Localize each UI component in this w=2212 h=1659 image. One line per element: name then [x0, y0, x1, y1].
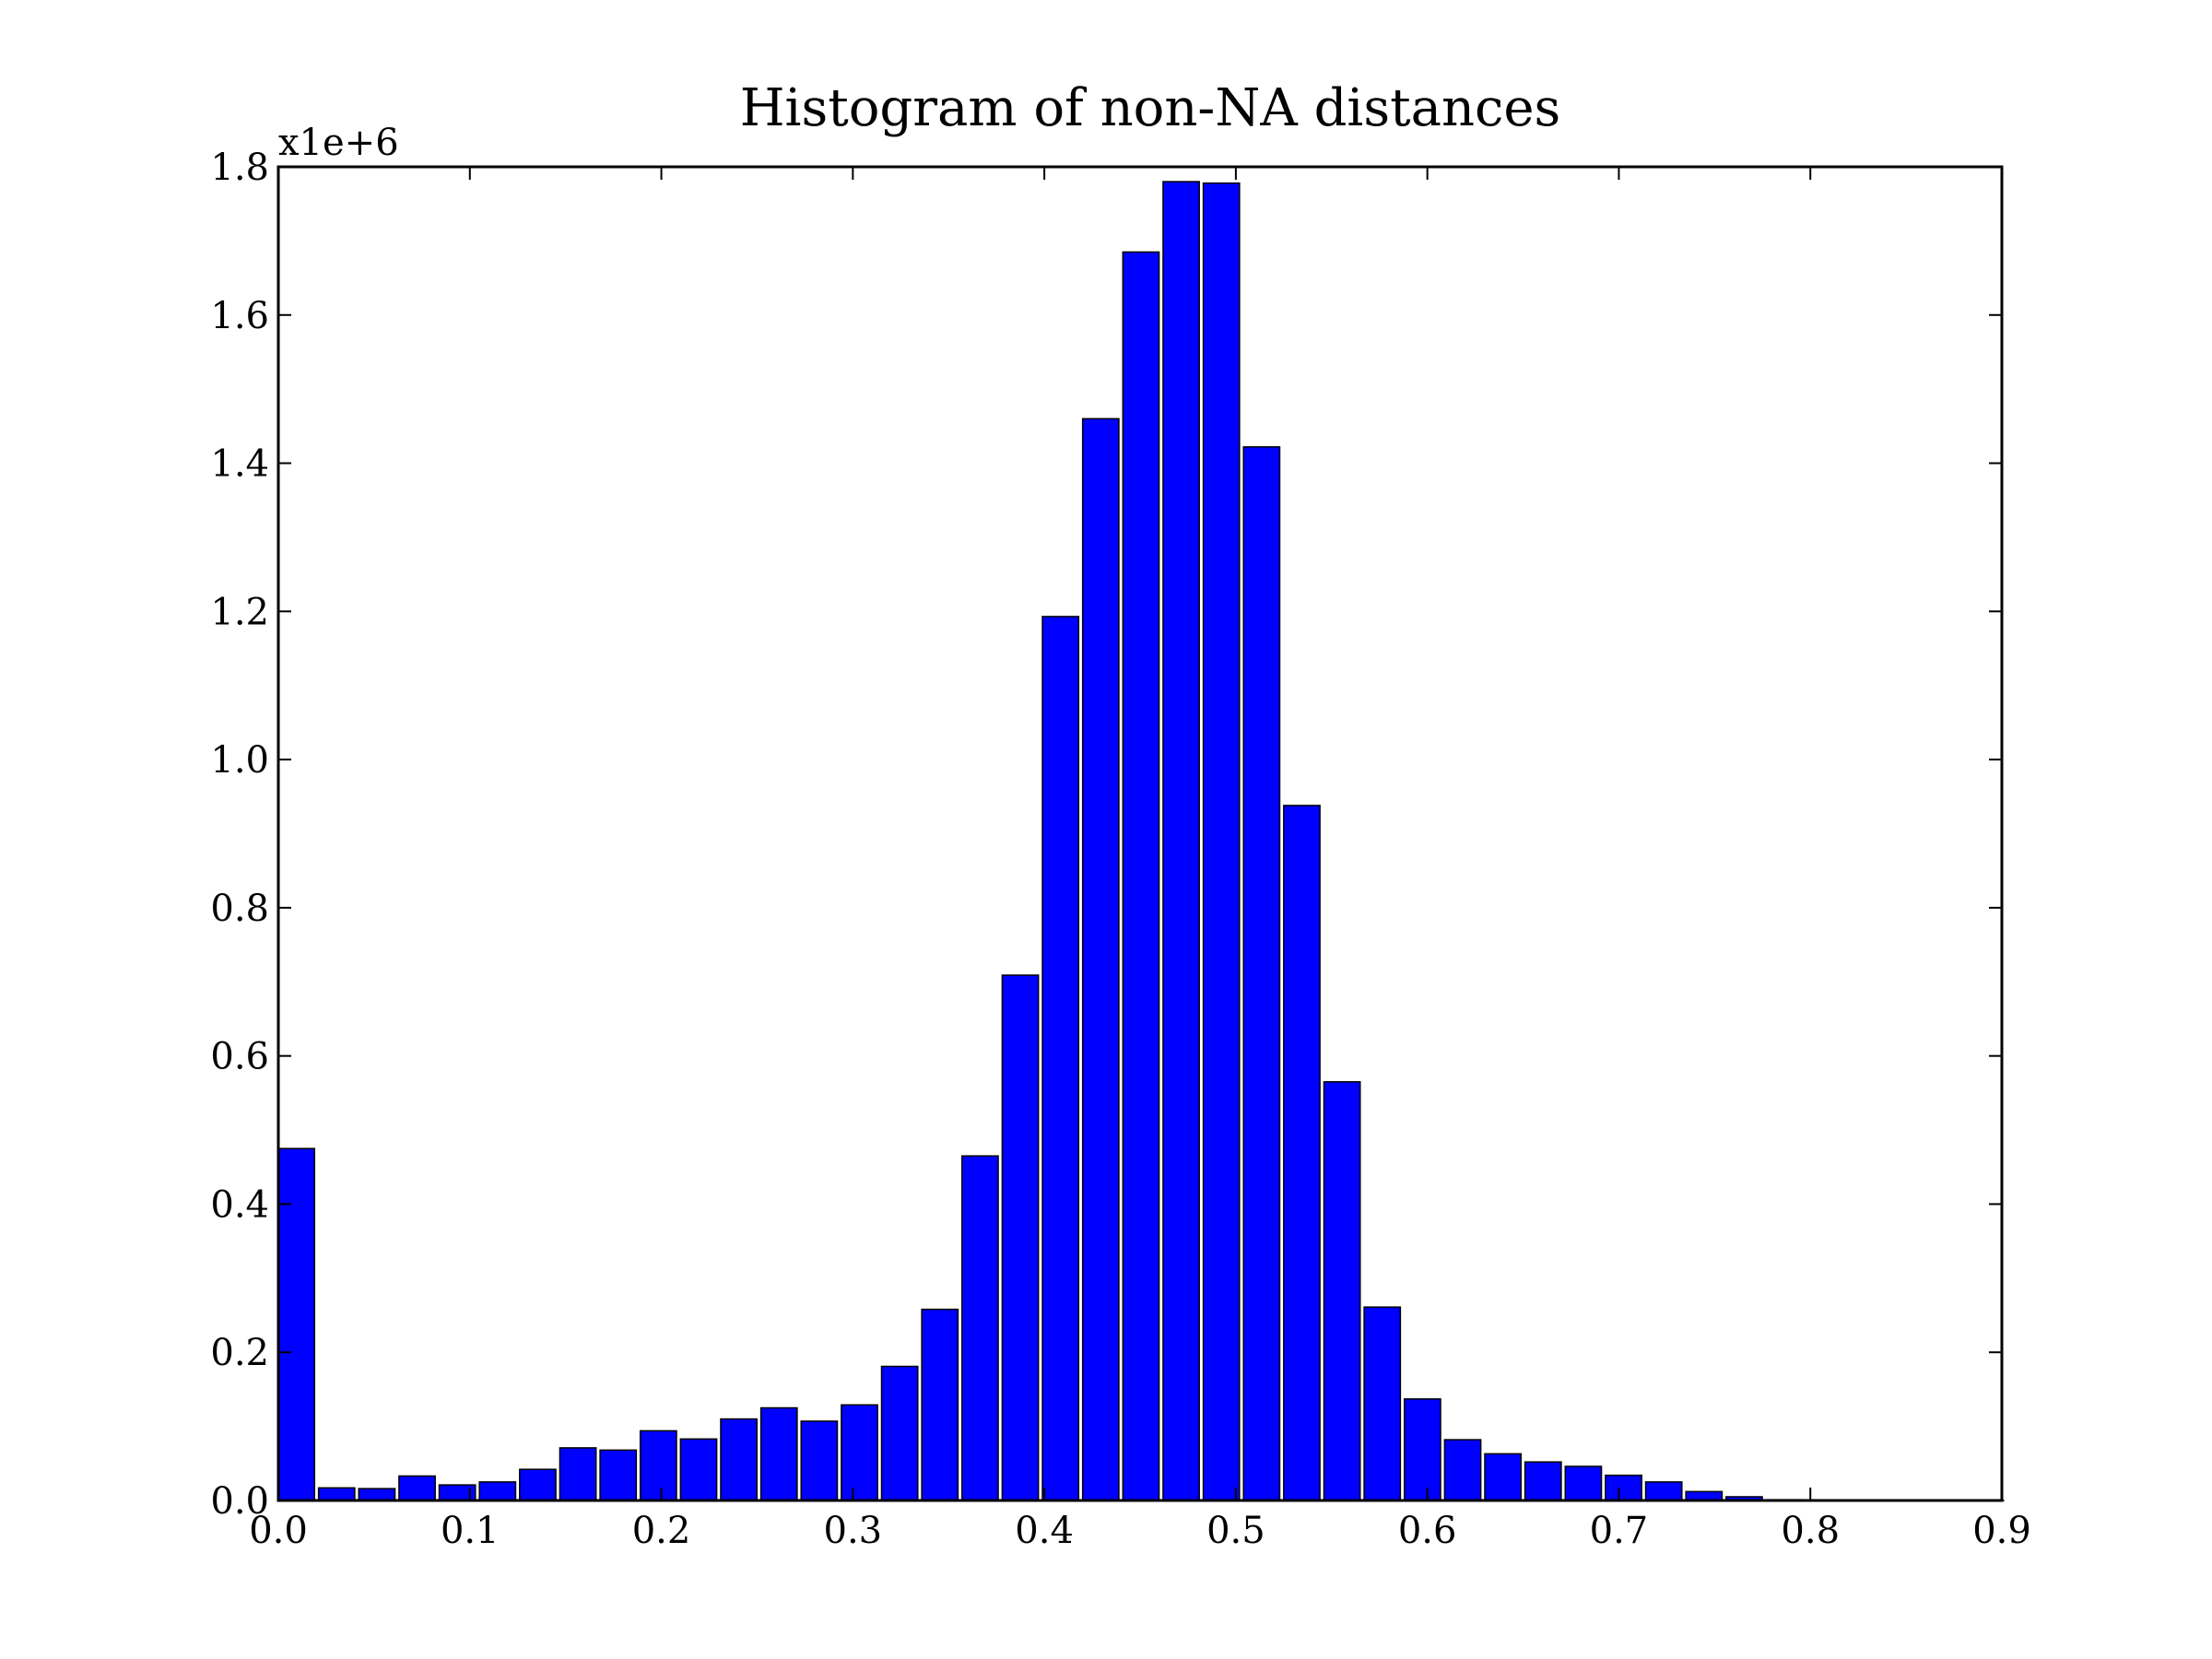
histogram-bar: [1443, 1439, 1482, 1501]
histogram-bar: [1242, 446, 1281, 1501]
y-tick-label: 1.6: [210, 295, 269, 337]
histogram-bar: [1605, 1474, 1642, 1501]
histogram-bar: [841, 1404, 878, 1501]
histogram-bar: [358, 1488, 396, 1501]
histogram-bar: [921, 1308, 959, 1501]
y-tick-label: 0.0: [210, 1480, 269, 1523]
y-tick-label: 1.8: [210, 147, 269, 189]
histogram-bar: [1122, 251, 1160, 1501]
histogram-bar: [1323, 1081, 1361, 1501]
histogram-bar: [478, 1481, 517, 1501]
x-tick-label: 0.5: [1206, 1510, 1265, 1552]
histogram-bar: [1081, 418, 1120, 1501]
x-tick-label: 0.4: [1015, 1510, 1074, 1552]
x-tick-label: 0.0: [249, 1510, 308, 1552]
y-tick-label: 0.8: [210, 888, 269, 930]
histogram-bar: [1644, 1481, 1683, 1501]
histogram-bar: [880, 1365, 919, 1501]
histogram-bar: [1041, 616, 1080, 1501]
chart-title: Histogram of non-NA distances: [740, 78, 1561, 138]
histogram-bar: [1524, 1461, 1562, 1501]
x-tick-label: 0.1: [441, 1510, 500, 1552]
y-tick-label: 0.4: [210, 1183, 269, 1226]
histogram-bar: [277, 1147, 316, 1501]
y-tick-label: 1.0: [210, 739, 269, 782]
histogram-bar: [599, 1449, 638, 1501]
x-tick-label: 0.8: [1781, 1510, 1840, 1552]
histogram-bar: [961, 1155, 999, 1501]
histogram-bar: [679, 1438, 718, 1501]
y-tick-label: 1.4: [210, 443, 269, 486]
x-tick-label: 0.3: [824, 1510, 883, 1552]
histogram-bar: [759, 1406, 798, 1501]
histogram-bar: [519, 1468, 557, 1501]
plot-frame: [276, 165, 2004, 1502]
y-tick-label: 0.2: [210, 1332, 269, 1374]
y-tick-label: 0.6: [210, 1036, 269, 1078]
y-tick-label: 1.2: [210, 591, 269, 633]
histogram-bar: [1001, 974, 1040, 1501]
histogram-bar: [1283, 805, 1321, 1501]
histogram-bar: [1564, 1465, 1603, 1501]
bars-group: [277, 181, 2005, 1501]
tick-labels-group: 0.0 0.1 0.2 0.3 0.4 0.5 0.6 0.7 0.8 0.9 0.0 0.2 0.4 0…: [210, 147, 2030, 1552]
histogram-bar: [1363, 1306, 1402, 1501]
histogram-bar: [1403, 1398, 1441, 1501]
histogram-bar: [1162, 181, 1200, 1501]
histogram-bar: [398, 1475, 436, 1501]
y-axis-offset-label: x1e+6: [278, 122, 399, 164]
histogram-bar: [800, 1420, 839, 1501]
histogram-bar: [720, 1418, 758, 1501]
x-tick-label: 0.9: [1972, 1510, 2031, 1552]
histogram-bar: [317, 1487, 356, 1501]
x-tick-label: 0.7: [1590, 1510, 1649, 1552]
histogram-bar: [1484, 1453, 1523, 1501]
x-tick-label: 0.2: [632, 1510, 691, 1552]
x-tick-label: 0.6: [1398, 1510, 1457, 1552]
histogram-bar: [1202, 182, 1241, 1501]
histogram-bar: [559, 1447, 597, 1501]
histogram-bar: [639, 1430, 677, 1501]
